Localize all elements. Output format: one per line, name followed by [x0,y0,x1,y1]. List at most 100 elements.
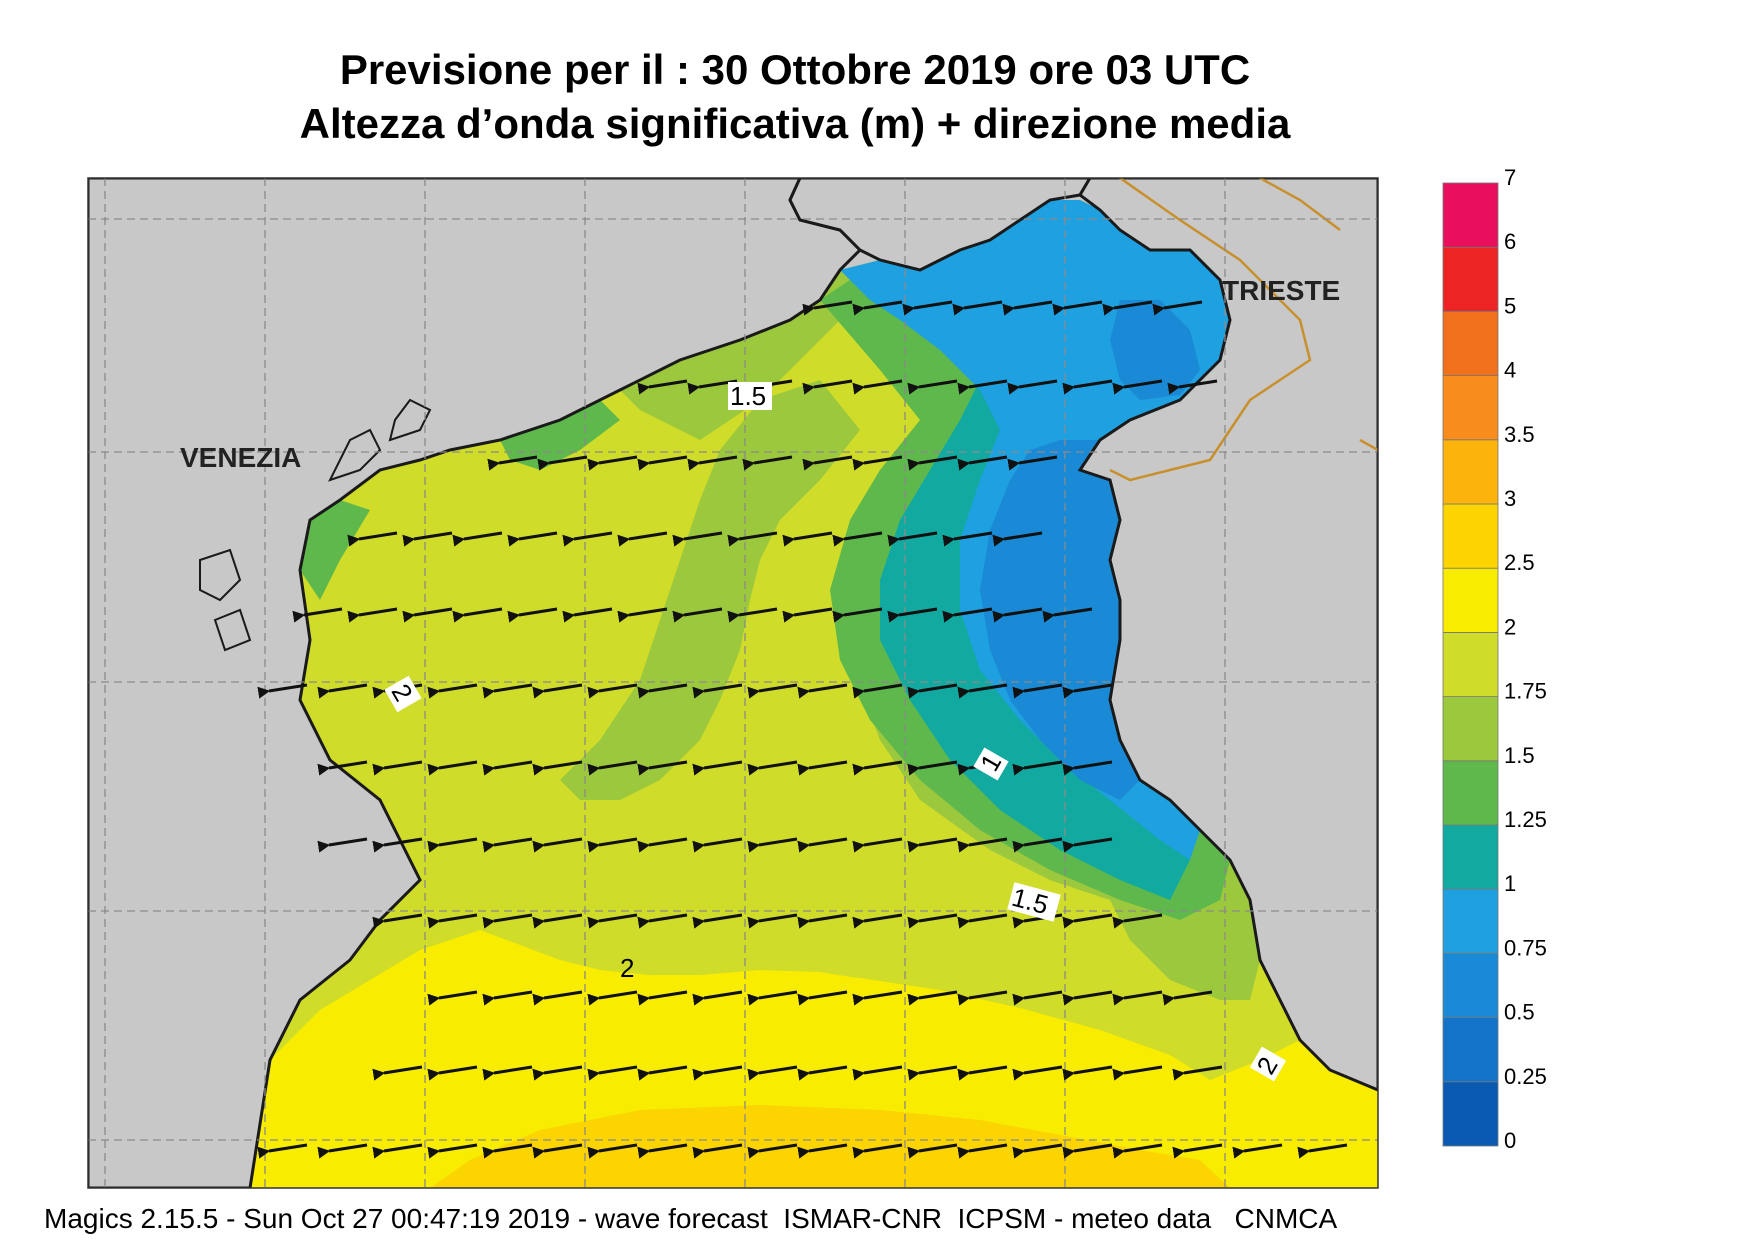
direction-arrow [292,607,343,623]
direction-arrow [1012,760,1063,776]
direction-arrow [887,531,938,547]
direction-arrow [1172,1065,1223,1081]
direction-arrow [482,1143,533,1159]
direction-arrow [1062,379,1113,395]
legend-level-label: 3.5 [1504,422,1535,447]
direction-arrow [957,683,1008,699]
legend-swatch [1442,310,1499,376]
direction-arrow [487,455,538,471]
direction-arrow [587,455,638,471]
direction-arrow [532,913,583,929]
city-label-trieste: TRIESTE [1222,275,1340,306]
forecast-title: Previsione per il : 30 Ottobre 2019 ore … [339,46,1251,93]
direction-arrow [372,1065,423,1081]
direction-arrow [852,837,903,853]
direction-arrow [742,455,793,471]
direction-arrow [482,683,533,699]
direction-arrow [427,837,478,853]
direction-arrow [902,300,953,316]
direction-arrow [832,531,883,547]
direction-arrow [852,990,903,1006]
direction-arrow [782,607,833,623]
direction-arrow [532,990,583,1006]
direction-arrow [372,913,423,929]
legend-swatch [1442,182,1499,248]
direction-arrow [852,760,903,776]
direction-arrow [482,1065,533,1081]
direction-arrow [1112,913,1163,929]
direction-arrow [347,607,398,623]
band-1.5-1.75-west [620,300,840,440]
direction-arrow [747,1143,798,1159]
direction-arrow [907,837,958,853]
map-area [88,178,1378,1188]
direction-arrow [747,913,798,929]
direction-arrow [782,531,833,547]
direction-arrow [427,760,478,776]
legend-swatch [1442,503,1499,569]
legend-level-label: 1.25 [1504,807,1547,832]
direction-arrow [692,837,743,853]
direction-arrow [692,1143,743,1159]
direction-arrow [427,1065,478,1081]
direction-arrow [1112,379,1163,395]
direction-arrow [1062,837,1113,853]
direction-arrow [1012,1065,1063,1081]
direction-arrow [1007,455,1058,471]
direction-arrow [797,760,848,776]
direction-arrow [482,837,533,853]
direction-arrow [957,379,1008,395]
land-east-coast [1077,178,1378,1092]
legend-level-label: 4 [1504,358,1516,383]
land-north-coast [788,178,1092,272]
direction-arrow [372,1143,423,1159]
direction-arrow [532,1065,583,1081]
direction-arrow [562,607,613,623]
direction-arrow [637,455,688,471]
direction-arrow [797,913,848,929]
direction-arrow [637,760,688,776]
direction-arrow [1012,1143,1063,1159]
direction-arrow [1112,1065,1163,1081]
direction-arrow [1012,837,1063,853]
direction-arrow [1012,683,1063,699]
direction-arrow [852,455,903,471]
color-legend: 0 0.25 0.5 0.75 1 1.25 1.5 1.75 2 2.5 3 3.5 4 5 6 7 [1442,165,1547,1153]
direction-arrow [957,455,1008,471]
direction-arrow [747,990,798,1006]
direction-arrow [907,760,958,776]
direction-arrow [1042,607,1093,623]
legend-level-label: 3 [1504,486,1516,511]
direction-arrow [587,760,638,776]
direction-arrow [907,683,958,699]
direction-arrow [637,683,688,699]
direction-arrow [587,1065,638,1081]
direction-arrow [727,531,778,547]
direction-arrow [887,607,938,623]
direction-arrow [1062,1143,1113,1159]
direction-arrow [992,607,1043,623]
direction-arrow [907,379,958,395]
direction-arrow [672,531,723,547]
direction-arrow [1012,990,1063,1006]
legend-swatch [1442,760,1499,826]
direction-arrow [1162,990,1213,1006]
direction-arrow [1062,913,1113,929]
direction-arrow [797,683,848,699]
direction-arrow [907,1065,958,1081]
direction-arrow [452,607,503,623]
direction-arrow [952,300,1003,316]
direction-arrow [727,607,778,623]
direction-arrow [637,913,688,929]
direction-arrow [832,607,883,623]
direction-arrow [747,1065,798,1081]
direction-arrow [427,1143,478,1159]
direction-arrow [427,683,478,699]
legend-level-label: 5 [1504,293,1516,318]
direction-arrow [587,837,638,853]
direction-arrow [672,607,723,623]
direction-arrow [372,760,423,776]
direction-arrow [797,990,848,1006]
direction-arrow [797,1143,848,1159]
